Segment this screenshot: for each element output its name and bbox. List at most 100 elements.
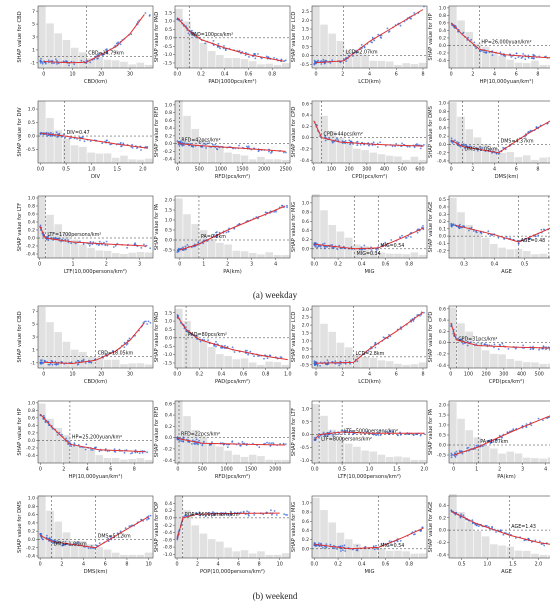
histogram-bar [457, 212, 465, 258]
y-tick-label: -0.2 [163, 149, 172, 155]
fit-line [450, 120, 550, 154]
x-tick-label: 0 [176, 562, 179, 568]
plot-frame [174, 5, 291, 69]
y-tick-label: 2.0 [165, 198, 172, 204]
histogram-bar [539, 157, 547, 163]
histogram-bar [361, 357, 369, 368]
data-point [376, 142, 379, 145]
histogram-bar [522, 155, 531, 163]
histogram-bar [490, 51, 498, 68]
histogram-bar [257, 456, 265, 463]
histogram-bar [281, 254, 290, 258]
histogram-bar [514, 62, 523, 68]
histogram-bar [385, 361, 394, 368]
data-point [114, 244, 117, 247]
x-tick-label: 0 [314, 372, 317, 378]
data-point [181, 144, 184, 147]
histogram-bar [514, 550, 523, 558]
x-tick-label: 2 [471, 72, 474, 78]
histogram-bar [539, 253, 547, 258]
data-point [98, 542, 101, 545]
data-point [118, 448, 121, 451]
y-tick-label: -0.2 [300, 147, 309, 153]
data-point [182, 436, 185, 439]
y-tick-label: 1.5 [165, 10, 172, 16]
data-point [279, 443, 281, 445]
y-tick-label: 0.2 [439, 36, 446, 42]
histogram-bar [377, 154, 386, 163]
data-point [199, 340, 202, 343]
plot-frame [37, 195, 154, 259]
data-point [382, 542, 385, 545]
data-point [514, 537, 517, 539]
y-tick-label: 0.0 [165, 141, 172, 147]
histogram-bar [539, 554, 547, 558]
histogram-bar [328, 331, 337, 368]
y-axis-label: SHAP value for LCD [291, 12, 297, 63]
data-point [337, 433, 340, 435]
data-point [388, 540, 391, 542]
plot-frame [448, 495, 550, 559]
data-point [286, 204, 288, 207]
data-point [92, 241, 95, 244]
histogram-bar [79, 52, 87, 68]
data-point [56, 63, 58, 65]
y-tick-label: 0.6 [439, 21, 446, 27]
x-tick-label: 0 [314, 72, 317, 78]
y-tick-label: 0.0 [302, 546, 309, 552]
fit-line [39, 516, 149, 549]
data-point [415, 433, 417, 436]
histogram-bar [377, 60, 386, 68]
y-axis-label: SHAP value for AGE [428, 502, 434, 553]
threshold-annotation: CBD=14.79km [88, 50, 124, 56]
data-point [106, 450, 109, 453]
histogram-bar [216, 541, 224, 558]
data-point [149, 514, 152, 517]
data-point [212, 40, 215, 42]
data-point [257, 53, 259, 55]
data-point [326, 359, 329, 362]
data-point [281, 204, 284, 207]
data-point [119, 43, 122, 46]
x-axis-label: HP(10,000yuan/km²) [69, 474, 123, 480]
y-tick-label: 0.5 [165, 27, 172, 33]
data-point [273, 211, 276, 213]
histogram-bar [361, 450, 369, 463]
histogram-bar [402, 457, 410, 463]
data-point [258, 446, 261, 449]
y-tick-label: 1.0 [165, 19, 172, 25]
y-axis-label: SHAP value for LTF [17, 203, 23, 251]
data-point [419, 530, 422, 532]
data-point [60, 240, 63, 243]
data-point [481, 445, 484, 447]
histogram-bar [377, 252, 386, 258]
data-point [44, 62, 47, 65]
histogram-bar [320, 510, 328, 558]
y-tick-label: 0.6 [165, 118, 172, 124]
x-axis-label: CBD(km) [84, 79, 107, 85]
histogram-bar [394, 363, 402, 368]
data-point [82, 359, 85, 362]
plot-frame [448, 100, 550, 164]
histogram-bar [95, 455, 104, 463]
y-tick-label: 0.0 [439, 142, 446, 148]
histogram-bar [257, 551, 265, 558]
data-point [65, 437, 67, 440]
histogram-bar [54, 33, 63, 68]
histogram-bar [183, 510, 191, 558]
data-point [241, 441, 244, 443]
histogram-bar [418, 362, 427, 368]
y-tick-label: -0.4 [26, 453, 35, 459]
data-point [360, 248, 363, 251]
fit-line [450, 22, 550, 59]
data-point [112, 246, 115, 248]
data-point [396, 540, 399, 543]
data-point [41, 62, 44, 65]
histogram-bar [336, 342, 345, 368]
y-tick-label: -0.5 [300, 445, 309, 451]
data-point [320, 63, 323, 65]
histogram-bar [175, 8, 183, 68]
threshold-annotation-secondary: MIG=0.34 [357, 251, 381, 257]
y-tick-label: 0.4 [439, 318, 446, 324]
data-point [184, 245, 187, 248]
